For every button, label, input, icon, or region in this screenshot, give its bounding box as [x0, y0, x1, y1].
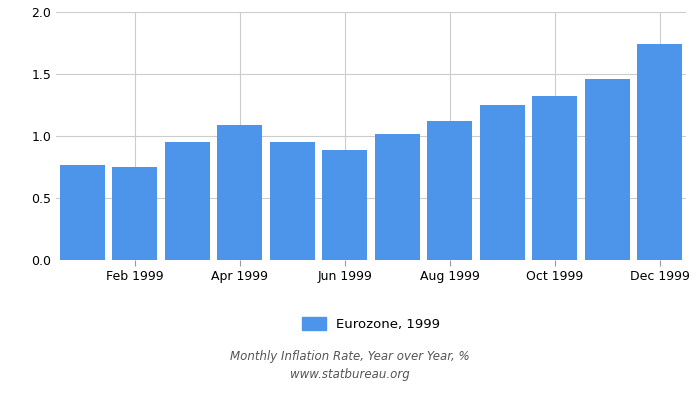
Bar [638, 44, 682, 260]
Bar [218, 125, 262, 260]
Bar [270, 142, 314, 260]
Bar [323, 150, 367, 260]
Legend: Eurozone, 1999: Eurozone, 1999 [297, 311, 445, 336]
Bar [428, 121, 472, 260]
Bar [375, 134, 419, 260]
Text: www.statbureau.org: www.statbureau.org [290, 368, 410, 381]
Bar [60, 164, 104, 260]
Bar [480, 105, 524, 260]
Bar [533, 96, 577, 260]
Bar [585, 79, 629, 260]
Text: Monthly Inflation Rate, Year over Year, %: Monthly Inflation Rate, Year over Year, … [230, 350, 470, 363]
Bar [165, 142, 209, 260]
Bar [113, 167, 157, 260]
